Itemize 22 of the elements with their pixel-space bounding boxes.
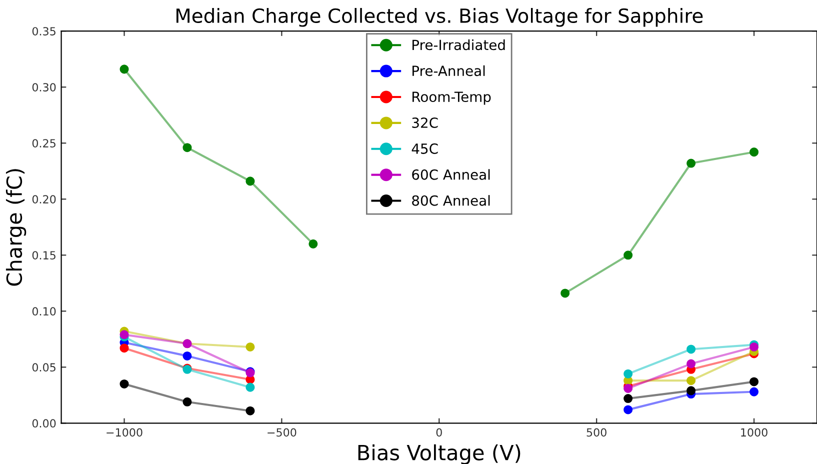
y-tick-label: 0.00 — [32, 419, 56, 428]
y-axis-title: Charge (fC) — [6, 169, 26, 286]
x-tick-label: 500 — [586, 428, 606, 437]
chart-title: Median Charge Collected vs. Bias Voltage for Sapphire — [176, 8, 703, 27]
y-tick-label: 0.10 — [32, 307, 56, 316]
x-tick-label: −500 — [268, 428, 296, 437]
y-tick-label: 0.25 — [32, 139, 56, 148]
y-tick-label: 0.30 — [32, 83, 56, 92]
y-tick-label: 0.35 — [32, 27, 56, 36]
x-tick-label: 1000 — [741, 428, 768, 437]
y-tick-label: 0.20 — [32, 195, 56, 204]
legend-label: Pre-Anneal — [412, 65, 485, 76]
legend-label: 60C Anneal — [412, 169, 490, 180]
legend-label: 32C — [412, 117, 438, 128]
legend-label: Pre-Irradiated — [412, 39, 505, 50]
y-tick-label: 0.15 — [32, 251, 56, 260]
legend-label: 45C — [412, 143, 438, 154]
x-tick-label: −1000 — [106, 428, 142, 437]
y-tick-label: 0.05 — [32, 363, 56, 372]
x-tick-label: 0 — [436, 428, 442, 437]
legend-label: 80C Anneal — [412, 195, 490, 206]
legend-label: Room-Temp — [412, 92, 491, 105]
